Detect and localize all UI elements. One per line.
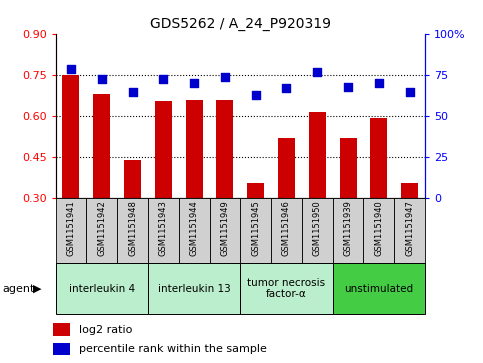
Bar bbox=[185, 100, 202, 280]
Point bbox=[98, 76, 106, 82]
Bar bbox=[302, 198, 333, 263]
Bar bbox=[240, 198, 271, 263]
Point bbox=[375, 81, 383, 86]
Bar bbox=[155, 101, 172, 280]
Text: GSM1151950: GSM1151950 bbox=[313, 200, 322, 256]
Bar bbox=[247, 183, 264, 280]
Text: agent: agent bbox=[2, 284, 35, 294]
Text: tumor necrosis
factor-α: tumor necrosis factor-α bbox=[247, 278, 326, 299]
Bar bbox=[370, 118, 387, 280]
Point bbox=[406, 89, 413, 95]
Bar bbox=[53, 323, 70, 336]
Text: log2 ratio: log2 ratio bbox=[79, 325, 132, 335]
Bar bbox=[278, 138, 295, 280]
Bar bbox=[179, 198, 210, 263]
Text: interleukin 4: interleukin 4 bbox=[69, 284, 135, 294]
Bar bbox=[240, 263, 333, 314]
Bar bbox=[364, 198, 394, 263]
Point bbox=[221, 74, 229, 80]
Text: unstimulated: unstimulated bbox=[344, 284, 413, 294]
Bar bbox=[56, 198, 86, 263]
Bar bbox=[53, 343, 70, 355]
Text: GSM1151940: GSM1151940 bbox=[374, 200, 384, 256]
Text: GSM1151942: GSM1151942 bbox=[97, 200, 106, 256]
Point bbox=[344, 84, 352, 90]
Text: percentile rank within the sample: percentile rank within the sample bbox=[79, 344, 267, 354]
Point bbox=[159, 76, 167, 82]
Bar bbox=[216, 100, 233, 280]
Bar bbox=[309, 112, 326, 280]
Bar bbox=[56, 263, 148, 314]
Bar bbox=[148, 198, 179, 263]
Bar bbox=[340, 138, 356, 280]
Text: GSM1151941: GSM1151941 bbox=[67, 200, 75, 256]
Point bbox=[190, 81, 198, 86]
Bar bbox=[93, 94, 110, 280]
Text: GSM1151948: GSM1151948 bbox=[128, 200, 137, 256]
Bar bbox=[117, 198, 148, 263]
Text: interleukin 13: interleukin 13 bbox=[158, 284, 230, 294]
Bar bbox=[401, 183, 418, 280]
Point bbox=[128, 89, 136, 95]
Point bbox=[283, 86, 290, 91]
Text: GSM1151939: GSM1151939 bbox=[343, 200, 353, 256]
Text: ▶: ▶ bbox=[33, 284, 42, 294]
Bar bbox=[124, 160, 141, 280]
Bar bbox=[333, 198, 364, 263]
Text: GSM1151945: GSM1151945 bbox=[251, 200, 260, 256]
Bar bbox=[333, 263, 425, 314]
Point bbox=[67, 66, 75, 72]
Point bbox=[313, 69, 321, 75]
Text: GSM1151946: GSM1151946 bbox=[282, 200, 291, 256]
Title: GDS5262 / A_24_P920319: GDS5262 / A_24_P920319 bbox=[150, 17, 331, 31]
Text: GSM1151944: GSM1151944 bbox=[190, 200, 199, 256]
Bar bbox=[62, 76, 79, 280]
Text: GSM1151947: GSM1151947 bbox=[405, 200, 414, 256]
Bar bbox=[394, 198, 425, 263]
Point bbox=[252, 92, 259, 98]
Bar bbox=[86, 198, 117, 263]
Text: GSM1151943: GSM1151943 bbox=[159, 200, 168, 256]
Bar bbox=[210, 198, 240, 263]
Bar bbox=[148, 263, 241, 314]
Bar bbox=[271, 198, 302, 263]
Text: GSM1151949: GSM1151949 bbox=[220, 200, 229, 256]
